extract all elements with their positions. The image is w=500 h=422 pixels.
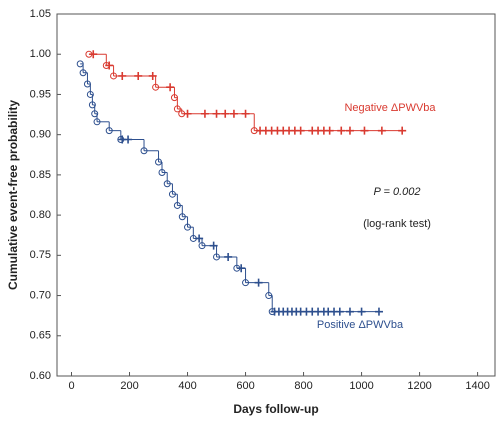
event-marker <box>91 110 99 118</box>
censor-mark <box>221 109 230 118</box>
event-marker <box>198 242 206 250</box>
censor-mark <box>209 241 218 250</box>
y-tick-label: 0.70 <box>30 289 51 301</box>
survival-curve <box>76 60 383 316</box>
censor-mark <box>124 135 133 144</box>
event-marker <box>168 190 176 198</box>
x-tick-label: 200 <box>120 380 138 392</box>
censor-mark <box>374 307 383 316</box>
censor-mark <box>134 71 143 80</box>
censor-mark <box>296 126 305 135</box>
x-tick-label: 0 <box>68 380 74 392</box>
event-marker <box>163 180 171 188</box>
event-marker <box>83 80 91 88</box>
y-tick-label: 0.85 <box>30 169 51 181</box>
censor-mark <box>148 71 157 80</box>
event-marker <box>265 292 273 300</box>
event-marker <box>152 83 160 91</box>
censor-mark <box>254 278 263 287</box>
test-note: (log-rank test) <box>363 218 431 230</box>
censor-mark <box>345 126 354 135</box>
censor-mark <box>241 109 250 118</box>
event-marker <box>140 147 148 155</box>
plot-frame <box>56 13 496 377</box>
censor-mark <box>224 252 233 261</box>
y-tick-label: 1.05 <box>30 8 51 20</box>
survival-curve <box>85 50 407 135</box>
censor-mark <box>229 109 238 118</box>
event-marker <box>178 213 186 221</box>
event-marker <box>88 101 96 109</box>
x-tick-label: 600 <box>236 380 254 392</box>
event-marker <box>213 253 221 261</box>
series-label: Positive ΔPWVba <box>317 319 404 331</box>
censor-mark <box>360 126 369 135</box>
censor-mark <box>118 71 127 80</box>
y-tick-label: 0.65 <box>30 330 51 342</box>
censor-mark <box>325 126 334 135</box>
censor-mark <box>345 307 354 316</box>
event-marker <box>79 69 87 77</box>
censor-mark <box>89 50 98 59</box>
event-marker <box>170 94 178 102</box>
censor-mark <box>237 264 246 273</box>
event-marker <box>110 72 118 80</box>
event-marker <box>105 127 113 135</box>
censor-mark <box>377 126 386 135</box>
event-marker <box>173 201 181 209</box>
x-tick-label: 800 <box>294 380 312 392</box>
y-tick-label: 0.95 <box>30 88 51 100</box>
event-marker <box>242 279 250 287</box>
censor-mark <box>183 109 192 118</box>
series-label: Negative ΔPWVba <box>344 102 436 114</box>
event-marker <box>86 90 94 98</box>
censor-mark <box>166 83 175 92</box>
y-tick-label: 0.80 <box>30 209 51 221</box>
censor-mark <box>212 109 221 118</box>
y-tick-label: 0.90 <box>30 129 51 141</box>
event-marker <box>158 168 166 176</box>
x-tick-label: 1200 <box>407 380 431 392</box>
x-tick-label: 1400 <box>465 380 489 392</box>
y-tick-label: 0.60 <box>30 370 51 382</box>
event-marker <box>155 158 163 166</box>
event-marker <box>184 223 192 231</box>
y-tick-label: 0.75 <box>30 249 51 261</box>
censor-mark <box>195 234 204 243</box>
event-marker <box>76 60 84 68</box>
p-value: P = 0.002 <box>374 186 421 198</box>
y-tick-label: 1.00 <box>30 48 51 60</box>
censor-mark <box>357 307 366 316</box>
censor-mark <box>337 126 346 135</box>
x-tick-label: 1000 <box>349 380 373 392</box>
censor-mark <box>200 109 209 118</box>
event-marker <box>173 105 181 113</box>
censor-mark <box>105 61 114 70</box>
y-axis-title: Cumulative event-free probability <box>6 100 20 290</box>
censor-mark <box>398 126 407 135</box>
x-tick-label: 400 <box>178 380 196 392</box>
x-axis-title: Days follow-up <box>233 402 318 416</box>
event-marker <box>93 118 101 126</box>
censor-mark <box>335 307 344 316</box>
